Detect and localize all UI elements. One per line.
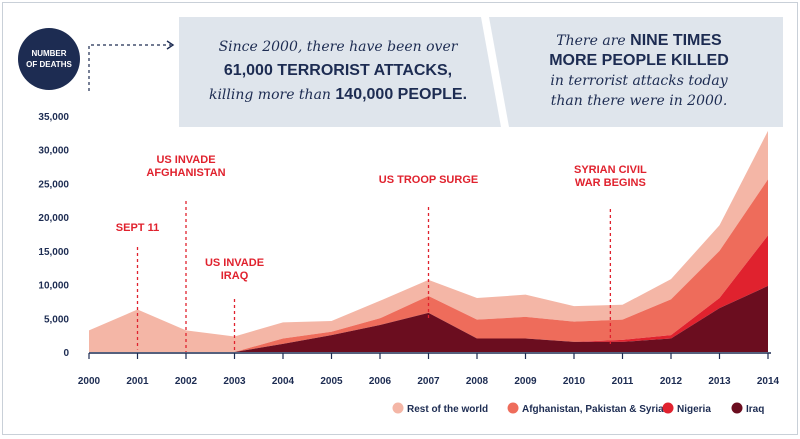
- callout-left-line2: 61,000 TERRORIST ATTACKS,: [224, 62, 452, 79]
- x-tick-label-2004: 2004: [272, 376, 295, 387]
- callout-right-line4: than there were in 2000.: [551, 93, 728, 109]
- callout-right-line1: There are NINE TIMES: [556, 32, 722, 49]
- x-tick-label-2002: 2002: [175, 376, 198, 387]
- y-axis-title-circle: [18, 28, 80, 90]
- y-tick-label-15000: 15,000: [38, 247, 69, 258]
- callout-right-line1a: There are: [556, 33, 630, 49]
- y-tick-label-10000: 10,000: [38, 281, 69, 292]
- y-tick-label-0: 0: [63, 348, 69, 359]
- legend-afghanistan-pakistan-syria-label: Afghanistan, Pakistan & Syria: [522, 404, 664, 415]
- callout-layer: Since 2000, there have been over 61,000 …: [179, 17, 783, 127]
- event-us-invade-iraq-label-line2: IRAQ: [221, 270, 249, 282]
- legend-rest-of-the-world-label: Rest of the world: [407, 404, 488, 415]
- x-tick-label-2010: 2010: [563, 376, 586, 387]
- legend-afghanistan-pakistan-syria-swatch: [507, 402, 519, 414]
- legend-rest-of-the-world-swatch: [392, 402, 404, 414]
- legend: Rest of the world Afghanistan, Pakistan &…: [392, 402, 764, 415]
- event-syrian-civil-war-begins-label-line1: SYRIAN CIVIL: [574, 164, 647, 176]
- event-sept-11-label-line1: SEPT 11: [116, 222, 159, 234]
- pointer-arrowhead-icon: [166, 40, 175, 50]
- timeline-pointer: [88, 40, 175, 91]
- x-tick-label-2006: 2006: [369, 376, 392, 387]
- legend-iraq-swatch: [731, 402, 743, 414]
- x-tick-label-2011: 2011: [612, 376, 634, 387]
- callout-left-line1: Since 2000, there have been over: [219, 39, 459, 55]
- event-us-troop-surge-label-line1: US TROOP SURGE: [379, 174, 478, 186]
- area-iraq: [89, 285, 768, 352]
- y-axis-title-line1: NUMBER: [31, 49, 66, 58]
- callout-left-line3b: 140,000 PEOPLE.: [335, 86, 467, 103]
- event-us-invade-iraq-label-line1: US INVADE: [205, 257, 264, 269]
- y-tick-label-30000: 30,000: [38, 146, 69, 157]
- callout-right-line3: in terrorist attacks today: [550, 73, 728, 89]
- x-tick-label-2001: 2001: [126, 376, 149, 387]
- x-tick-label-2012: 2012: [660, 376, 683, 387]
- x-tick-label-2007: 2007: [417, 376, 440, 387]
- event-us-invade-afghanistan-label-line1: US INVADE: [156, 154, 215, 166]
- event-syrian-civil-war-begins-label-line2: WAR BEGINS: [575, 177, 646, 189]
- pointer-dashed-line: [88, 44, 171, 91]
- legend-iraq-label: Iraq: [746, 404, 764, 415]
- deaths-area-chart: Since 2000, there have been over 61,000 …: [18, 17, 783, 415]
- callout-left-box: [179, 17, 501, 127]
- legend-nigeria-label: Nigeria: [677, 404, 711, 415]
- area-rest-of-the-world: [89, 130, 768, 352]
- axes: 2000 2001 2002 2003 2004 2005 2006 2007 2008 2009…: [38, 112, 779, 387]
- y-tick-label-20000: 20,000: [38, 213, 69, 224]
- callout-left-line3: killing more than 140,000 PEOPLE.: [209, 86, 467, 103]
- callout-right-line1b: NINE TIMES: [630, 32, 722, 49]
- y-tick-label-25000: 25,000: [38, 179, 69, 190]
- x-tick-label-2000: 2000: [78, 376, 101, 387]
- stacked-areas: [89, 130, 768, 352]
- y-tick-label-5000: 5,000: [44, 314, 69, 325]
- x-tick-label-2005: 2005: [320, 376, 343, 387]
- x-tick-label-2013: 2013: [708, 376, 731, 387]
- callout-right-line2: MORE PEOPLE KILLED: [549, 52, 729, 69]
- y-tick-label-35000: 35,000: [38, 112, 69, 123]
- x-tick-label-2008: 2008: [466, 376, 489, 387]
- legend-nigeria-swatch: [662, 402, 674, 414]
- x-tick-label-2003: 2003: [223, 376, 246, 387]
- x-tick-label-2014: 2014: [757, 376, 780, 387]
- y-axis-title-badge: NUMBER OF DEATHS: [18, 28, 80, 90]
- callout-left-line3a: killing more than: [209, 87, 335, 103]
- callout-right-box: [489, 17, 783, 127]
- x-tick-label-2009: 2009: [514, 376, 537, 387]
- event-us-invade-afghanistan-label-line2: AFGHANISTAN: [146, 167, 225, 179]
- y-axis-title-line2: OF DEATHS: [26, 60, 72, 69]
